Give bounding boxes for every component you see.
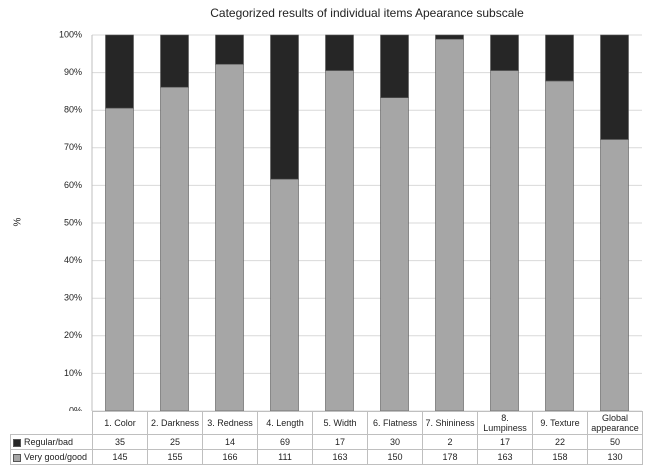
- bar-segment: [600, 34, 629, 140]
- table-value: 163: [312, 449, 368, 465]
- table-value: 30: [367, 434, 423, 450]
- y-tick-label: 0%: [69, 405, 82, 411]
- table-value: 50: [587, 434, 643, 450]
- table-value: 25: [147, 434, 203, 450]
- table-value: 35: [92, 434, 148, 450]
- table-value: 155: [147, 449, 203, 465]
- table-corner: [11, 412, 93, 435]
- legend-label: Very good/good: [24, 452, 88, 462]
- category-label: 5. Width: [312, 411, 368, 435]
- y-tick-label: 90%: [64, 67, 82, 77]
- category-label: 6. Flatness: [367, 411, 423, 435]
- bar-segment: [270, 178, 299, 411]
- table-value: 22: [532, 434, 588, 450]
- table-row: Regular/bad 35 25 14 69 17 30 2 17 22 50: [10, 434, 643, 450]
- bar-segment: [215, 63, 244, 411]
- chart: Categorized results of individual items …: [13, 6, 642, 411]
- category-label: 9. Texture: [532, 411, 588, 435]
- bar-segment: [435, 34, 464, 40]
- category-label: 7. Shininess: [422, 411, 478, 435]
- table-value: 150: [367, 449, 423, 465]
- table-value: 2: [422, 434, 478, 450]
- category-label: Global appearance: [587, 411, 643, 435]
- bar-segment: [490, 70, 519, 411]
- category-label: 3. Redness: [202, 411, 258, 435]
- table-header-row: 1. Color 2. Darkness 3. Redness 4. Length 5.…: [11, 411, 643, 435]
- table-value: 130: [587, 449, 643, 465]
- y-tick-label: 10%: [64, 368, 82, 378]
- table-value: 17: [477, 434, 533, 450]
- legend-cell: Regular/bad: [10, 434, 93, 450]
- y-tick-label: 70%: [64, 142, 82, 152]
- category-label: 8. Lumpiness: [477, 411, 533, 435]
- y-tick-label: 80%: [64, 105, 82, 115]
- table-value: 69: [257, 434, 313, 450]
- bar-segment: [545, 80, 574, 411]
- bar-segment: [105, 107, 134, 411]
- bar-segment: [215, 34, 244, 65]
- legend-cell: Very good/good: [10, 449, 93, 465]
- category-label: 4. Length: [257, 411, 313, 435]
- data-table: 1. Color 2. Darkness 3. Redness 4. Length 5.…: [10, 411, 643, 465]
- bar-segment: [490, 34, 519, 71]
- table-value: 111: [257, 449, 313, 465]
- bar-segment: [435, 38, 464, 411]
- table-value: 178: [422, 449, 478, 465]
- table-value: 163: [477, 449, 533, 465]
- category-label: 2. Darkness: [147, 411, 203, 435]
- bar-segment: [325, 70, 354, 411]
- bar-segment: [545, 34, 574, 82]
- table-value: 14: [202, 434, 258, 450]
- y-tick-label: 40%: [64, 255, 82, 265]
- legend-swatch: [13, 453, 21, 462]
- table-row: Very good/good 145 155 166 111 163 150 178 163 15…: [10, 449, 643, 465]
- bar-segment: [600, 139, 629, 411]
- bar-segment: [380, 34, 409, 98]
- y-tick-label: 100%: [59, 29, 82, 39]
- y-tick-label: 60%: [64, 180, 82, 190]
- chart-title: Categorized results of individual items …: [210, 6, 524, 20]
- table-value: 145: [92, 449, 148, 465]
- y-tick-label: 50%: [64, 217, 82, 227]
- bar-segment: [325, 34, 354, 71]
- legend-label: Regular/bad: [24, 437, 74, 447]
- y-tick-label: 20%: [64, 330, 82, 340]
- y-axis-label: %: [13, 217, 24, 226]
- bar-segment: [160, 86, 189, 411]
- bar-segment: [160, 34, 189, 88]
- table-value: 17: [312, 434, 368, 450]
- category-label: 1. Color: [92, 411, 148, 435]
- bar-segment: [105, 34, 134, 109]
- bar-segment: [270, 34, 299, 180]
- table-value: 166: [202, 449, 258, 465]
- legend-swatch: [13, 438, 21, 447]
- table-value: 158: [532, 449, 588, 465]
- y-tick-label: 30%: [64, 293, 82, 303]
- bar-segment: [380, 97, 409, 411]
